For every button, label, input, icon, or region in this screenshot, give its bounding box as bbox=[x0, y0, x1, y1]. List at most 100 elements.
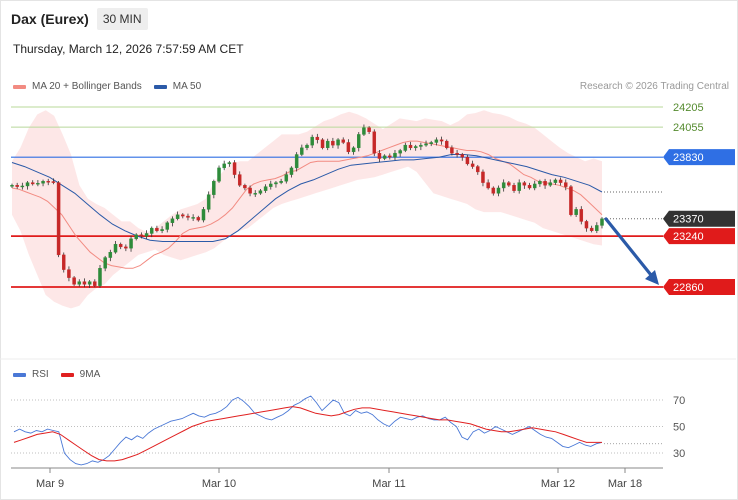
candle bbox=[429, 142, 433, 145]
candle bbox=[237, 174, 242, 186]
candle bbox=[170, 218, 175, 223]
level-label: 24055 bbox=[673, 122, 704, 134]
candle bbox=[139, 234, 144, 237]
candle bbox=[595, 225, 599, 231]
x-tick-label: Mar 18 bbox=[608, 478, 642, 490]
candle bbox=[36, 183, 40, 185]
candle bbox=[201, 209, 206, 221]
candle bbox=[113, 243, 118, 253]
bollinger-band-area bbox=[12, 110, 602, 309]
candle bbox=[155, 227, 159, 231]
candle bbox=[444, 140, 449, 149]
rsi-swatch bbox=[13, 372, 26, 377]
candle bbox=[403, 144, 408, 151]
candle bbox=[253, 193, 257, 195]
x-tick-label: Mar 9 bbox=[36, 478, 64, 490]
candle bbox=[336, 139, 340, 146]
candle bbox=[439, 139, 444, 142]
candle bbox=[424, 143, 428, 146]
legend-label-ma50: MA 50 bbox=[172, 81, 202, 92]
chart-header: Dax (Eurex) 30 MIN bbox=[11, 8, 148, 30]
candle bbox=[331, 140, 335, 146]
legend-item-ma50[interactable]: MA 50 bbox=[153, 81, 202, 92]
legend-item-rsi[interactable]: RSI bbox=[13, 369, 49, 380]
price-tag-label: 22860 bbox=[673, 282, 704, 294]
candle bbox=[325, 140, 330, 149]
candle bbox=[93, 281, 97, 286]
ma50-line bbox=[11, 154, 603, 242]
candle bbox=[284, 174, 289, 182]
candle bbox=[67, 269, 71, 278]
candle bbox=[310, 136, 314, 146]
candle bbox=[124, 246, 128, 249]
candle bbox=[41, 181, 45, 184]
candle bbox=[413, 146, 418, 149]
candle bbox=[191, 217, 195, 219]
candle bbox=[548, 182, 552, 186]
candle bbox=[382, 155, 387, 159]
candle bbox=[522, 182, 527, 186]
candle bbox=[538, 181, 542, 185]
candle bbox=[82, 281, 87, 285]
candle bbox=[87, 281, 92, 285]
candle bbox=[300, 147, 304, 155]
rsi-9ma-line bbox=[13, 406, 602, 462]
candle bbox=[206, 194, 211, 210]
level-label: 24205 bbox=[673, 102, 704, 114]
candle bbox=[46, 181, 50, 183]
candle bbox=[129, 238, 133, 249]
interval-selector[interactable]: 30 MIN bbox=[96, 8, 148, 30]
candle bbox=[419, 144, 423, 147]
price-tag-label: 23240 bbox=[673, 231, 704, 243]
candle bbox=[56, 182, 61, 256]
candle bbox=[589, 227, 594, 231]
candle bbox=[134, 234, 138, 240]
candle bbox=[388, 155, 392, 158]
candle bbox=[496, 187, 501, 194]
candle bbox=[507, 182, 511, 186]
credit-text: Research © 2026 Trading Central bbox=[579, 81, 729, 92]
legend-label-ma20: MA 20 + Bollinger Bands bbox=[32, 81, 142, 92]
candle bbox=[512, 185, 516, 191]
rsi-tick-label: 70 bbox=[673, 395, 685, 407]
candle bbox=[460, 154, 465, 158]
candle bbox=[274, 182, 278, 185]
candle bbox=[569, 186, 573, 215]
candle bbox=[144, 233, 149, 237]
candle bbox=[20, 185, 25, 188]
candle bbox=[398, 150, 402, 154]
candle bbox=[196, 217, 201, 221]
candle bbox=[72, 277, 76, 285]
projection-arrow bbox=[604, 217, 655, 280]
candle bbox=[30, 182, 35, 185]
candle bbox=[455, 152, 459, 155]
candle bbox=[574, 209, 578, 215]
candle bbox=[532, 183, 537, 189]
main-legend: MA 20 + Bollinger Bands MA 50 bbox=[13, 81, 201, 92]
9ma-swatch bbox=[60, 372, 74, 377]
candle bbox=[351, 147, 356, 153]
candle bbox=[160, 229, 164, 231]
candle bbox=[346, 142, 351, 153]
candle bbox=[212, 181, 216, 195]
candle bbox=[51, 181, 56, 183]
candle bbox=[476, 166, 480, 173]
candle bbox=[227, 162, 232, 165]
price-tag-label: 23370 bbox=[673, 214, 704, 226]
candle bbox=[486, 182, 490, 189]
candle bbox=[118, 243, 123, 248]
candle bbox=[362, 127, 366, 135]
candle bbox=[232, 162, 237, 175]
candle bbox=[579, 209, 584, 222]
candle bbox=[263, 186, 268, 191]
legend-label-rsi: RSI bbox=[32, 369, 49, 380]
candle bbox=[367, 127, 371, 132]
candle bbox=[279, 181, 283, 183]
legend-item-9ma[interactable]: 9MA bbox=[60, 369, 100, 380]
candle bbox=[149, 227, 154, 234]
candle bbox=[341, 139, 345, 143]
candle bbox=[408, 144, 413, 149]
candle bbox=[10, 185, 14, 187]
legend-item-ma20[interactable]: MA 20 + Bollinger Bands bbox=[13, 81, 142, 92]
